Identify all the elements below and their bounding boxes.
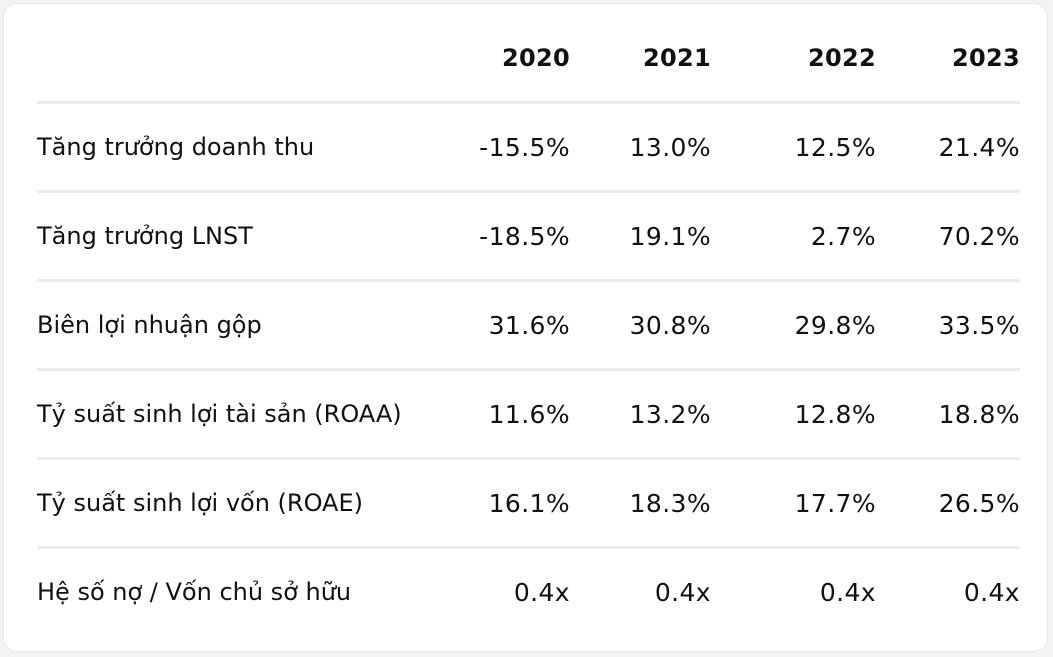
row-label: Hệ số nợ / Vốn chủ sở hữu (37, 578, 352, 606)
row-label: Tỷ suất sinh lợi tài sản (ROAA) (37, 369, 437, 460)
cell-value: 33.5% (876, 280, 1020, 371)
cell-value: 0.4x (654, 577, 711, 607)
table-row: Tăng trưởng LNST -18.5% 19.1% 2.7% 70.2% (37, 191, 1020, 282)
cell-value: 30.8% (570, 280, 711, 371)
table-row: Hệ số nợ / Vốn chủ sở hữu 0.4x 0.4x 0.4x… (37, 548, 1020, 636)
header-year-2022: 2022 (711, 14, 876, 104)
cell-value: 11.6% (437, 369, 570, 460)
cell-value: -18.5% (437, 191, 570, 282)
cell-value: 16.1% (437, 458, 570, 549)
cell-value: 70.2% (876, 191, 1020, 282)
cell-value: -15.5% (437, 102, 570, 193)
financial-metrics-card: 2020 2021 2022 2023 Tăng trưởng doanh th… (3, 3, 1048, 652)
financial-metrics-table: 2020 2021 2022 2023 Tăng trưởng doanh th… (37, 14, 1020, 635)
cell-value: 18.3% (570, 458, 711, 549)
cell-value: 19.1% (570, 191, 711, 282)
row-label: Tăng trưởng LNST (37, 191, 437, 282)
table-row: Tăng trưởng doanh thu -15.5% 13.0% 12.5%… (37, 102, 1020, 193)
cell-value: 12.8% (711, 369, 876, 460)
cell-value: 17.7% (711, 458, 876, 549)
cell-value: 29.8% (711, 280, 876, 371)
cell-value: 12.5% (711, 102, 876, 193)
header-label-column (37, 14, 437, 104)
cell-value: 0.4x (963, 577, 1020, 607)
table-row: Tỷ suất sinh lợi tài sản (ROAA) 11.6% 13… (37, 369, 1020, 460)
header-year-2023: 2023 (876, 14, 1020, 104)
table-row: Biên lợi nhuận gộp 31.6% 30.8% 29.8% 33.… (37, 280, 1020, 371)
cell-value: 18.8% (876, 369, 1020, 460)
cell-value: 21.4% (876, 102, 1020, 193)
table-header: 2020 2021 2022 2023 (37, 14, 1020, 104)
cell-value: 13.2% (570, 369, 711, 460)
cell-value: 31.6% (437, 280, 570, 371)
cell-value: 26.5% (876, 458, 1020, 549)
header-year-2020: 2020 (437, 14, 570, 104)
cell-value: 0.4x (513, 577, 570, 607)
table-body: Tăng trưởng doanh thu -15.5% 13.0% 12.5%… (37, 102, 1020, 636)
row-label: Biên lợi nhuận gộp (37, 280, 437, 371)
header-year-2021: 2021 (570, 14, 711, 104)
cell-value: 0.4x (819, 577, 876, 607)
row-label: Tỷ suất sinh lợi vốn (ROAE) (37, 458, 437, 549)
table-row: Tỷ suất sinh lợi vốn (ROAE) 16.1% 18.3% … (37, 458, 1020, 549)
cell-value: 2.7% (711, 191, 876, 282)
cell-value: 13.0% (570, 102, 711, 193)
row-label: Tăng trưởng doanh thu (37, 102, 437, 193)
header-row: 2020 2021 2022 2023 (37, 14, 1020, 104)
